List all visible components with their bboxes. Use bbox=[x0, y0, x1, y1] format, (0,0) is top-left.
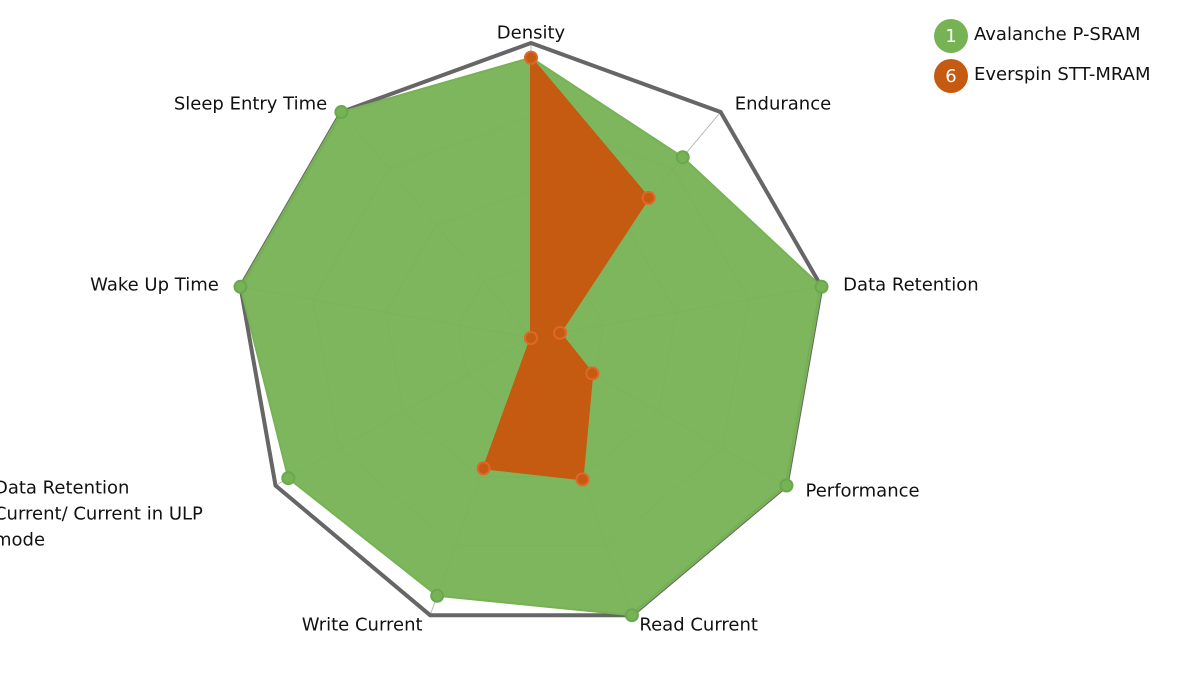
data-point bbox=[281, 471, 296, 486]
data-point bbox=[524, 331, 538, 345]
data-point bbox=[476, 461, 491, 476]
legend-marker-label: 6 bbox=[945, 66, 956, 87]
series-area bbox=[482, 55, 650, 481]
data-point bbox=[675, 150, 690, 165]
data-point bbox=[233, 279, 248, 294]
data-point bbox=[430, 588, 445, 603]
axis-label: Data Retention Current/ Current in ULP m… bbox=[0, 476, 203, 550]
data-point bbox=[814, 279, 829, 294]
legend-label: Everspin STT-MRAM bbox=[974, 64, 1151, 85]
data-point bbox=[585, 366, 600, 381]
legend-marker-label: 1 bbox=[945, 26, 956, 47]
data-point bbox=[524, 50, 538, 65]
data-point bbox=[624, 608, 639, 623]
axis-label: Wake Up Time bbox=[90, 274, 219, 296]
axis-label: Read Current bbox=[639, 614, 758, 636]
axis-label: Sleep Entry Time bbox=[173, 93, 328, 115]
axis-label: Density bbox=[496, 22, 566, 44]
axis-label: Endurance bbox=[734, 93, 832, 115]
data-point bbox=[779, 478, 794, 493]
data-point bbox=[553, 325, 568, 340]
axis-label: Performance bbox=[805, 480, 920, 501]
data-point bbox=[575, 472, 590, 487]
legend-marker bbox=[934, 59, 968, 93]
data-point bbox=[641, 190, 656, 205]
axis-label: Write Current bbox=[301, 614, 423, 636]
legend-marker bbox=[934, 19, 968, 53]
data-point bbox=[334, 105, 349, 120]
legend-label: Avalanche P-SRAM bbox=[974, 24, 1141, 45]
axis-label: Data Retention bbox=[843, 274, 979, 296]
